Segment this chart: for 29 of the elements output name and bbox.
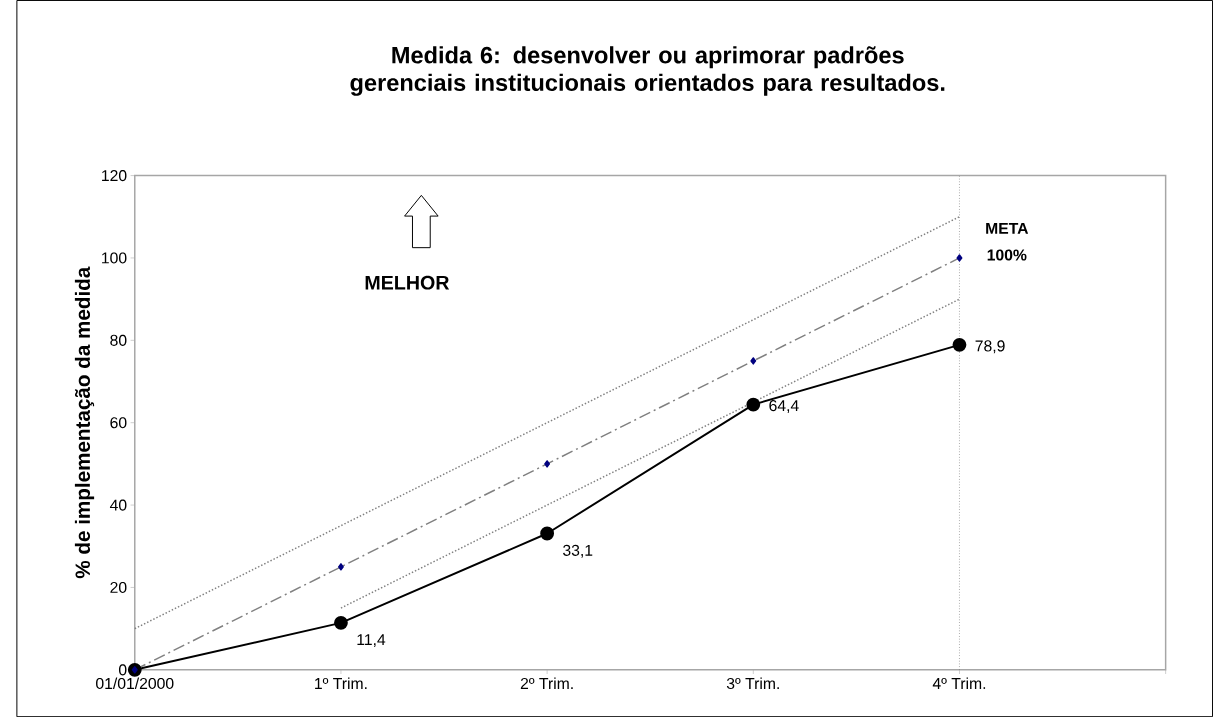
- x-tick-label: 3º Trim.: [726, 677, 779, 689]
- point: [956, 254, 963, 262]
- point: [544, 460, 551, 468]
- point: [540, 526, 555, 541]
- point: [746, 397, 761, 412]
- annotation: MELHOR: [365, 275, 450, 290]
- y-tick-label: 100: [102, 252, 127, 264]
- chart-title: Medida 6: desenvolver ou aprimorar padrões gerenciais institucionais orientados para resultados.: [350, 46, 945, 96]
- x-tick-label: 1º Trim.: [315, 677, 367, 689]
- x-tick-label: 01/01/2000: [96, 677, 174, 689]
- data-label: 78,9: [975, 340, 1005, 354]
- y-tick-label: 120: [102, 169, 127, 182]
- point: [750, 357, 757, 365]
- y-tick-label: 60: [110, 417, 127, 429]
- y-tick-label: 80: [110, 334, 127, 346]
- annotation: META: [986, 222, 1029, 234]
- data-label: 11,4: [357, 634, 386, 647]
- y-tick-label: 20: [110, 581, 127, 593]
- y-axis-title: % de implementação da medida: [74, 266, 95, 579]
- y-tick-label: 0: [118, 664, 127, 676]
- x-tick-label: 2º Trim.: [520, 677, 573, 689]
- y-tick-label: 40: [109, 499, 127, 511]
- data-label: 33,1: [563, 544, 593, 558]
- point: [952, 337, 967, 352]
- x-tick-label: 4º Trim.: [932, 677, 986, 689]
- point: [337, 563, 344, 571]
- data-label: 64,4: [769, 399, 799, 413]
- annotation: 100%: [987, 249, 1027, 261]
- point: [334, 615, 348, 630]
